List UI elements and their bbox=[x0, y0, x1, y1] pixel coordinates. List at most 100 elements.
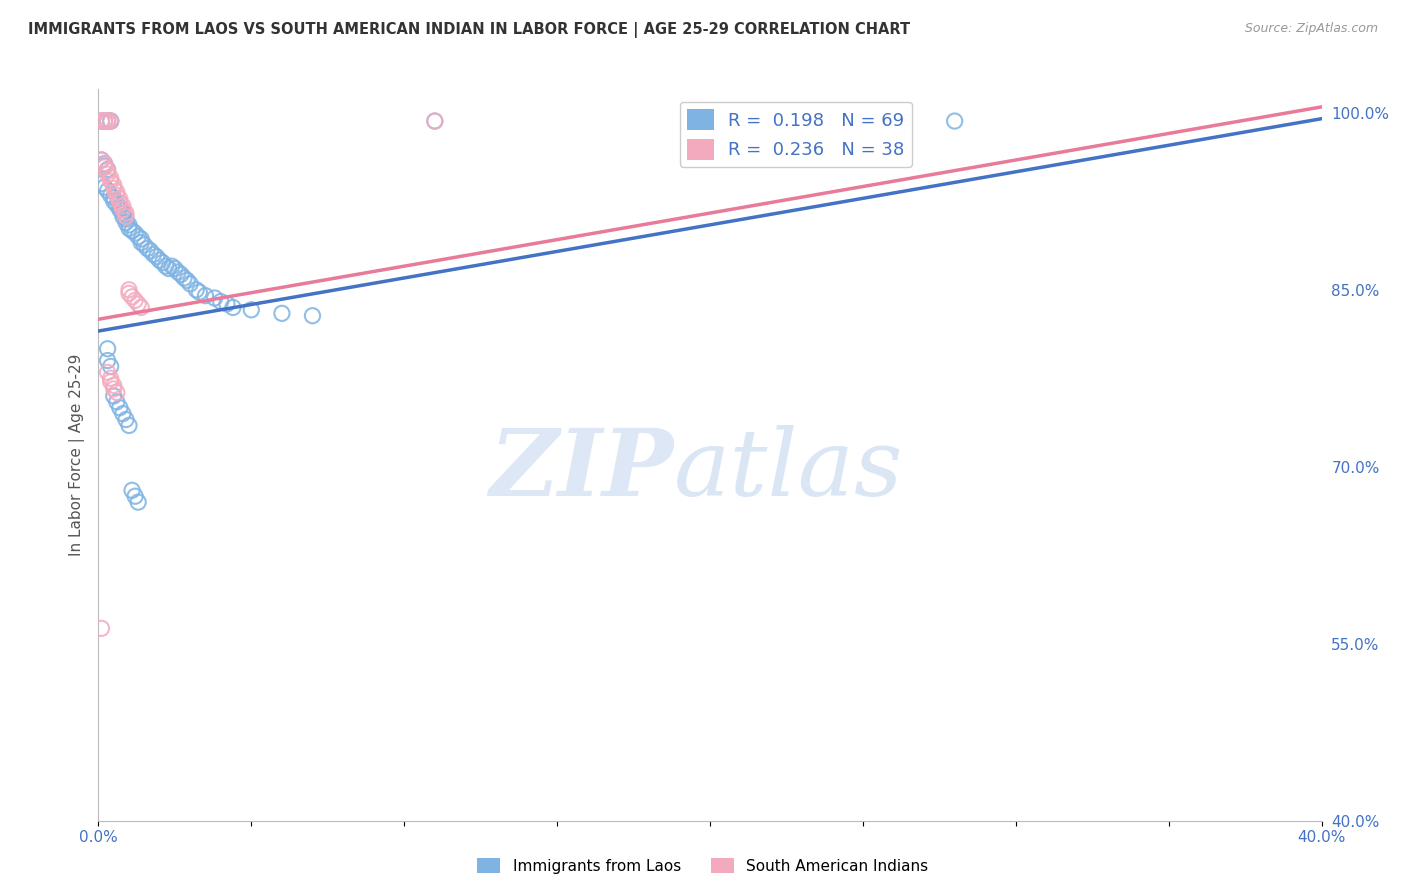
Point bbox=[142, 247, 165, 261]
Point bbox=[105, 394, 128, 409]
Point bbox=[108, 202, 131, 217]
Point bbox=[179, 277, 201, 291]
Point bbox=[111, 407, 134, 421]
Point bbox=[90, 114, 112, 128]
Point bbox=[103, 378, 125, 392]
Point bbox=[105, 385, 128, 400]
Point bbox=[100, 188, 122, 202]
Point bbox=[118, 286, 141, 301]
Point bbox=[118, 218, 141, 232]
Point bbox=[97, 163, 120, 178]
Point bbox=[100, 375, 122, 389]
Point bbox=[115, 210, 138, 224]
Point bbox=[176, 273, 198, 287]
Point bbox=[170, 268, 193, 282]
Point bbox=[90, 114, 112, 128]
Point bbox=[90, 114, 112, 128]
Point bbox=[115, 412, 138, 426]
Point bbox=[163, 261, 186, 276]
Point bbox=[188, 285, 211, 299]
Point bbox=[194, 288, 217, 302]
Point bbox=[152, 255, 174, 269]
Point bbox=[103, 181, 125, 195]
Y-axis label: In Labor Force | Age 25-29: In Labor Force | Age 25-29 bbox=[69, 354, 84, 556]
Point bbox=[121, 483, 143, 498]
Point bbox=[124, 293, 146, 308]
Point bbox=[108, 401, 131, 415]
Point bbox=[173, 271, 195, 285]
Point bbox=[155, 259, 177, 273]
Point bbox=[115, 206, 138, 220]
Point bbox=[136, 242, 159, 256]
Point bbox=[90, 153, 112, 167]
Point bbox=[105, 198, 128, 212]
Point bbox=[100, 371, 122, 385]
Point bbox=[93, 156, 115, 170]
Point bbox=[222, 301, 245, 315]
Point bbox=[301, 309, 323, 323]
Legend: Immigrants from Laos, South American Indians: Immigrants from Laos, South American Ind… bbox=[471, 852, 935, 880]
Point bbox=[90, 621, 112, 635]
Point bbox=[100, 359, 122, 374]
Point bbox=[215, 297, 238, 311]
Point bbox=[97, 353, 120, 368]
Point bbox=[127, 229, 149, 244]
Point bbox=[118, 221, 141, 235]
Point bbox=[93, 180, 115, 194]
Point bbox=[124, 489, 146, 503]
Point bbox=[93, 159, 115, 173]
Point bbox=[93, 114, 115, 128]
Point bbox=[129, 232, 152, 246]
Point bbox=[97, 167, 120, 181]
Point bbox=[115, 211, 138, 226]
Point bbox=[240, 302, 263, 317]
Point bbox=[127, 495, 149, 509]
Point bbox=[118, 283, 141, 297]
Point bbox=[103, 191, 125, 205]
Point bbox=[103, 389, 125, 403]
Point bbox=[97, 114, 120, 128]
Point bbox=[97, 114, 120, 128]
Point bbox=[90, 153, 112, 167]
Point bbox=[111, 199, 134, 213]
Point bbox=[204, 291, 226, 305]
Point bbox=[103, 382, 125, 396]
Point bbox=[93, 160, 115, 174]
Point bbox=[139, 244, 162, 258]
Legend: R =  0.198   N = 69, R =  0.236   N = 38: R = 0.198 N = 69, R = 0.236 N = 38 bbox=[679, 102, 911, 167]
Text: ZIP: ZIP bbox=[489, 425, 673, 515]
Point bbox=[423, 114, 446, 128]
Point bbox=[160, 259, 183, 273]
Point bbox=[115, 215, 138, 229]
Point bbox=[108, 192, 131, 206]
Point bbox=[270, 306, 292, 320]
Point bbox=[97, 114, 120, 128]
Point bbox=[108, 200, 131, 214]
Point bbox=[100, 174, 122, 188]
Point bbox=[97, 342, 120, 356]
Point bbox=[111, 202, 134, 217]
Point bbox=[100, 114, 122, 128]
Point bbox=[145, 250, 167, 264]
Point bbox=[93, 156, 115, 170]
Point bbox=[111, 206, 134, 220]
Point bbox=[111, 210, 134, 224]
Point bbox=[103, 194, 125, 209]
Point bbox=[167, 265, 190, 279]
Text: IMMIGRANTS FROM LAOS VS SOUTH AMERICAN INDIAN IN LABOR FORCE | AGE 25-29 CORRELA: IMMIGRANTS FROM LAOS VS SOUTH AMERICAN I… bbox=[28, 22, 910, 38]
Point bbox=[423, 114, 446, 128]
Point bbox=[100, 170, 122, 185]
Point bbox=[97, 162, 120, 177]
Point bbox=[93, 114, 115, 128]
Text: Source: ZipAtlas.com: Source: ZipAtlas.com bbox=[1244, 22, 1378, 36]
Point bbox=[100, 114, 122, 128]
Point bbox=[97, 365, 120, 379]
Point bbox=[129, 301, 152, 315]
Point bbox=[129, 235, 152, 250]
Text: atlas: atlas bbox=[673, 425, 903, 515]
Point bbox=[134, 238, 156, 252]
Point bbox=[108, 195, 131, 210]
Point bbox=[100, 114, 122, 128]
Point bbox=[97, 184, 120, 198]
Point bbox=[149, 253, 172, 268]
